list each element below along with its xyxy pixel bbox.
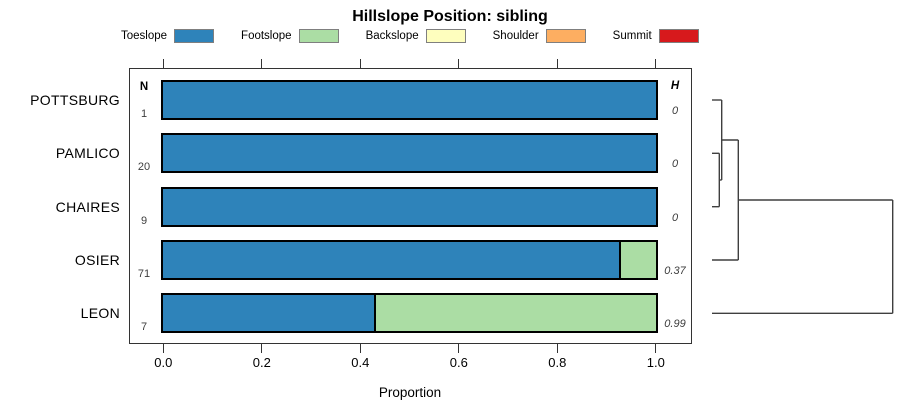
chart-title: Hillslope Position: sibling [352,8,548,25]
legend-label: Summit [612,29,652,42]
stacked-bar-pottsburg [161,80,658,120]
x-tick-label: 0.0 [154,355,173,370]
n-value: 7 [140,321,148,334]
legend-label: Backslope [365,29,419,42]
x-tick-label: 0.6 [449,355,468,370]
axis-tick-top [359,59,361,68]
bar-segment-toeslope [163,188,656,225]
legend-item-toeslope: Toeslope [121,28,215,43]
bar-segment-footslope [619,242,656,278]
axis-tick-bottom [162,344,164,353]
axis-tick-bottom [655,344,657,353]
legend-label: Toeslope [121,29,168,42]
h-column-header: H [670,80,680,92]
legend-label: Footslope [241,29,292,42]
bar-segment-toeslope [163,82,656,118]
axis-tick-top [162,59,164,68]
axis-tick-bottom [458,344,460,353]
n-value: 20 [137,161,151,174]
h-value: 0 [671,105,679,117]
stacked-bar-pamlico [161,133,658,174]
bar-segment-toeslope [163,242,620,278]
legend: Toeslope Footslope Backslope Shoulder Summit [121,27,699,44]
h-value: 0 [671,158,679,171]
stacked-bar-leon [161,293,658,334]
row-label-osier: OSIER [74,252,120,268]
row-label-leon: LEON [80,305,120,322]
legend-label: Shoulder [492,29,539,42]
x-tick-label: 1.0 [646,355,665,370]
n-value: 71 [137,268,151,280]
legend-swatch [425,28,466,43]
legend-item-summit: Summit [612,28,699,43]
stacked-bar-chaires [161,186,658,227]
axis-tick-top [556,59,558,68]
h-value: 0.37 [664,265,686,277]
n-column-header: N [139,81,149,93]
row-label-pamlico: PAMLICO [55,145,120,162]
x-tick-label: 0.2 [252,355,271,370]
x-axis-title: Proportion [378,385,442,400]
axis-tick-top [655,59,657,68]
legend-swatch [658,28,699,43]
axis-tick-top [458,59,460,68]
bar-segment-footslope [374,295,656,332]
axis-tick-bottom [556,344,558,353]
bar-segment-toeslope [163,295,375,332]
row-label-chaires: CHAIRES [55,198,120,215]
legend-swatch [545,28,586,43]
legend-item-shoulder: Shoulder [492,28,586,43]
legend-swatch [174,28,215,43]
bar-segment-toeslope [163,135,656,172]
x-tick-label: 0.8 [548,355,567,370]
n-value: 9 [140,214,148,227]
legend-item-footslope: Footslope [241,28,339,43]
h-value: 0 [671,211,679,224]
x-tick-label: 0.4 [351,355,370,370]
axis-tick-bottom [359,344,361,353]
legend-swatch [298,28,339,43]
axis-tick-bottom [261,344,263,353]
stacked-bar-osier [161,240,658,280]
axis-tick-top [261,59,263,68]
legend-item-backslope: Backslope [365,28,466,43]
h-value: 0.99 [664,318,686,331]
n-value: 1 [140,108,148,120]
row-label-pottsburg: POTTSBURG [30,92,120,108]
